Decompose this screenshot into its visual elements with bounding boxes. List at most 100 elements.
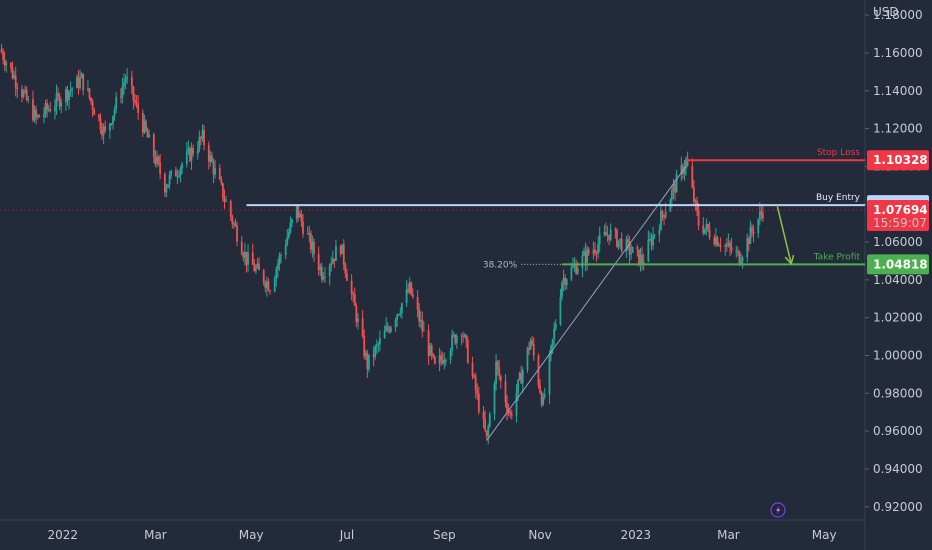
candle-body bbox=[44, 103, 47, 114]
candle-body bbox=[430, 345, 433, 354]
candle-body bbox=[16, 87, 19, 90]
candle-body bbox=[587, 249, 590, 254]
candle-body bbox=[539, 385, 541, 393]
candle-body bbox=[311, 241, 314, 250]
candle-body bbox=[130, 76, 133, 87]
candle-body bbox=[225, 200, 227, 202]
candle-body bbox=[562, 278, 565, 283]
y-tick-label: 0.94000 bbox=[873, 462, 923, 476]
candle-body bbox=[564, 278, 567, 286]
candle-body bbox=[619, 238, 621, 241]
candle-body bbox=[181, 163, 184, 169]
candle-body bbox=[573, 265, 576, 267]
candle-body bbox=[675, 174, 678, 193]
candle-body bbox=[488, 414, 491, 427]
candle-body bbox=[90, 97, 92, 102]
candle-body bbox=[451, 334, 454, 351]
candle-body bbox=[389, 327, 392, 332]
candle-body bbox=[641, 254, 643, 264]
candle-body bbox=[234, 223, 237, 227]
candle-body bbox=[165, 187, 168, 193]
candle-body bbox=[441, 359, 444, 364]
candle-body bbox=[319, 266, 322, 271]
candle-body bbox=[57, 93, 59, 96]
candle-body bbox=[5, 62, 8, 66]
candle-body bbox=[386, 326, 389, 330]
candle-body bbox=[280, 254, 282, 256]
lightning-icon[interactable] bbox=[770, 502, 786, 518]
candle-body bbox=[134, 100, 136, 103]
candle-body bbox=[499, 376, 502, 381]
candle-body bbox=[680, 165, 683, 175]
candle-body bbox=[317, 254, 320, 271]
candle-body bbox=[594, 249, 596, 253]
candle-body bbox=[466, 340, 469, 363]
candle-body bbox=[681, 165, 684, 174]
candle-body bbox=[553, 328, 556, 340]
candle-body bbox=[630, 252, 632, 255]
candle-body bbox=[143, 120, 146, 133]
candle-body bbox=[506, 402, 508, 412]
candle-body bbox=[692, 187, 695, 202]
candle-body bbox=[716, 237, 719, 246]
candle-body bbox=[229, 200, 232, 217]
candle-body bbox=[661, 211, 664, 216]
candle-body bbox=[99, 117, 102, 130]
y-tick-label: 0.96000 bbox=[873, 424, 923, 438]
candle-body bbox=[2, 52, 5, 60]
candle-body bbox=[751, 227, 753, 232]
y-tick-label: 1.16000 bbox=[873, 46, 923, 60]
candle-body bbox=[364, 352, 367, 357]
candle-body bbox=[616, 230, 618, 247]
stop-loss-label: Stop Loss bbox=[817, 148, 860, 158]
candle-body bbox=[625, 239, 628, 252]
candle-body bbox=[603, 232, 606, 235]
candle-body bbox=[485, 430, 488, 437]
candle-body bbox=[691, 165, 694, 188]
candle-body bbox=[639, 254, 642, 265]
candle-body bbox=[724, 245, 727, 247]
candle-body bbox=[157, 156, 160, 163]
candle-body bbox=[124, 78, 127, 83]
candle-body bbox=[145, 120, 147, 131]
candle-body bbox=[572, 266, 574, 268]
candle-body bbox=[708, 229, 711, 238]
candle-body bbox=[254, 267, 257, 272]
candle-body bbox=[214, 168, 216, 175]
candle-body bbox=[614, 229, 617, 231]
x-tick-label: May bbox=[812, 528, 837, 542]
candle-body bbox=[586, 249, 589, 263]
candle-body bbox=[108, 123, 111, 131]
candle-body bbox=[532, 343, 535, 356]
candle-body bbox=[278, 255, 281, 264]
candle-body bbox=[650, 238, 653, 246]
countdown-text: 15:59:07 bbox=[873, 216, 927, 230]
candle-body bbox=[302, 221, 304, 234]
candle-body bbox=[141, 112, 144, 133]
current-price-tag-box bbox=[867, 200, 929, 232]
candle-body bbox=[550, 345, 552, 355]
x-tick-label: May bbox=[239, 528, 264, 542]
candle-body bbox=[163, 173, 166, 193]
candle-body bbox=[735, 251, 738, 253]
candle-body bbox=[68, 91, 70, 101]
x-tick-label: Nov bbox=[528, 528, 551, 542]
candle-body bbox=[473, 375, 476, 377]
candle-body bbox=[400, 303, 403, 314]
candle-body bbox=[192, 148, 194, 154]
candle-body bbox=[762, 213, 764, 219]
candle-body bbox=[396, 314, 399, 321]
candle-body bbox=[476, 390, 479, 394]
candle-body bbox=[498, 367, 501, 377]
candle-body bbox=[474, 376, 477, 391]
candle-body bbox=[187, 148, 190, 152]
candle-body bbox=[88, 88, 91, 98]
candle-body bbox=[190, 148, 193, 161]
candle-body bbox=[211, 155, 213, 163]
candle-body bbox=[385, 326, 388, 331]
candle-body bbox=[14, 75, 17, 88]
candle-body bbox=[374, 346, 377, 357]
candle-body bbox=[664, 211, 667, 218]
candle-body bbox=[598, 234, 601, 244]
